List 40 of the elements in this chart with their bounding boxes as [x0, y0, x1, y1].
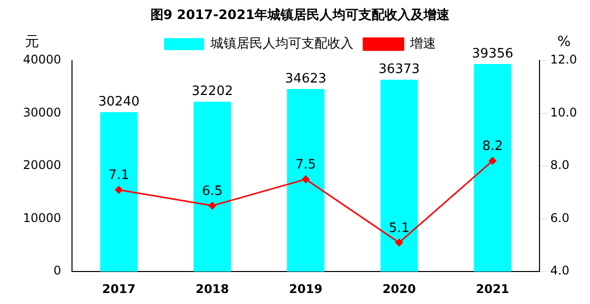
- data-label: 6.5: [202, 184, 223, 200]
- y2-tick-label: 12.0: [550, 52, 577, 67]
- bar: [287, 88, 324, 272]
- point: [488, 157, 496, 165]
- data-label: 39356: [472, 46, 514, 62]
- x-tick-label: 2020: [382, 282, 416, 296]
- y-tick-label: 10000: [22, 210, 62, 225]
- y-tick-label: 20000: [22, 158, 62, 172]
- y-axis-title: 元: [25, 34, 39, 50]
- point: [395, 238, 403, 246]
- y2-tick-label: 6.0: [550, 210, 570, 225]
- y2-tick-label: 4.0: [550, 264, 570, 278]
- bar: [100, 112, 138, 272]
- legend-label: 增速: [409, 36, 436, 52]
- legend-label: 城镇居民人均可支配收入: [210, 36, 354, 52]
- x-tick-label: 2021: [476, 282, 510, 296]
- point: [302, 176, 310, 184]
- bar: [474, 64, 512, 272]
- data-label: 5.1: [388, 220, 410, 236]
- data-label: 36373: [378, 62, 420, 78]
- x-tick-label: 2018: [196, 282, 230, 296]
- y2-tick-label: 8.0: [550, 158, 570, 172]
- y2-tick-label: 10.0: [550, 105, 577, 120]
- y-tick-label: 40000: [22, 52, 62, 67]
- data-label: 34623: [285, 71, 326, 86]
- y-tick-label: 30000: [22, 105, 62, 120]
- bar: [380, 80, 418, 272]
- point: [115, 186, 123, 194]
- x-tick-label: 2017: [102, 282, 136, 296]
- x-tick-label: 2019: [289, 282, 322, 296]
- data-label: 7.1: [108, 168, 130, 184]
- bar: [194, 102, 231, 272]
- data-label: 7.5: [295, 158, 316, 173]
- chart-title: 图9 2017-2021年城镇居民人均可支配收入及增速: [150, 7, 451, 24]
- data-label: 30240: [98, 94, 140, 110]
- data-label: 8.2: [482, 139, 503, 154]
- data-label: 32202: [192, 84, 233, 100]
- point: [208, 202, 216, 210]
- y2-axis-title: %: [557, 34, 571, 50]
- y-tick-label: 0: [54, 264, 62, 278]
